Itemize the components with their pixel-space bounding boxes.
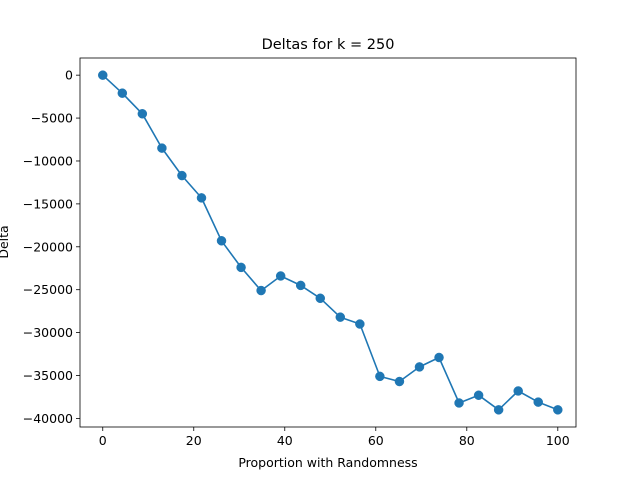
x-tick-label: 80 [459, 433, 475, 448]
data-point [315, 293, 326, 304]
x-tick-label: 40 [277, 433, 293, 448]
data-point [117, 88, 128, 98]
data-point [137, 109, 148, 119]
data-point [256, 285, 266, 296]
data-point [454, 398, 464, 408]
data-point [216, 236, 227, 246]
data-point [414, 362, 425, 372]
y-tick-label: −25000 [23, 282, 73, 297]
y-tick-label: 0 [65, 68, 73, 83]
data-point [375, 371, 385, 382]
data-point [493, 405, 504, 415]
y-tick-label: −20000 [23, 239, 73, 254]
plot-area: 0 20 40 60 80 100 0 −5000 −10000 −15000 −20000 −250… [23, 57, 577, 448]
data-point [177, 170, 187, 181]
data-point [513, 386, 523, 396]
y-tick-label: −40000 [23, 411, 73, 426]
data-point [533, 397, 543, 407]
data-point [394, 376, 405, 387]
x-tick-label: 20 [186, 433, 202, 448]
y-tick-label: −30000 [23, 325, 73, 340]
data-point [335, 312, 346, 322]
x-tick-label: 60 [368, 433, 384, 448]
y-tick-label: −35000 [23, 368, 73, 383]
y-tick-label: −15000 [23, 196, 73, 211]
data-point [553, 405, 563, 415]
data-point [275, 271, 286, 281]
x-tick-label: 0 [99, 433, 107, 448]
y-axis-label: Delta [0, 225, 11, 258]
data-point [98, 70, 108, 80]
data-point [196, 193, 207, 203]
y-tick-label: −10000 [23, 153, 73, 168]
data-point [236, 262, 246, 273]
data-point [434, 352, 444, 363]
chart-title: Deltas for k = 250 [262, 37, 395, 53]
x-axis-label: Proportion with Randomness [238, 455, 417, 470]
x-tick-label: 100 [546, 433, 570, 448]
axes-frame [79, 57, 577, 428]
data-point [295, 280, 306, 291]
data-point [355, 319, 365, 329]
data-point [473, 390, 484, 400]
y-tick-label: −5000 [31, 111, 73, 126]
data-point [157, 143, 167, 153]
